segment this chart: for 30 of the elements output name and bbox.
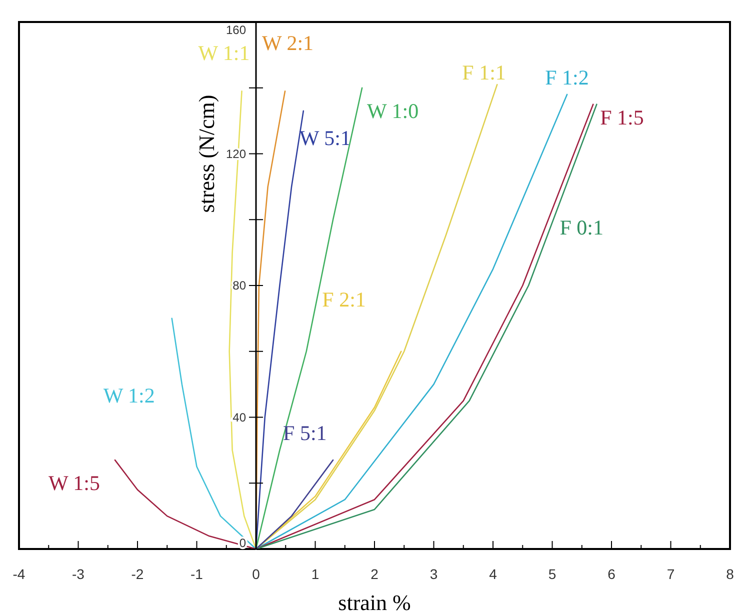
y-tick-label: 160 [226, 23, 246, 38]
x-tick-label: -2 [131, 566, 144, 582]
series-label: W 1:0 [367, 98, 419, 123]
x-tick-label: 2 [370, 566, 379, 582]
x-tick-label: 5 [548, 566, 556, 582]
series-label: F 1:1 [462, 60, 506, 85]
text: W 2:1 [262, 31, 314, 56]
x-tick-label: 8 [726, 566, 734, 582]
series-label: W 1:5 [48, 471, 100, 496]
series-label: F 0:1 [560, 215, 604, 240]
x-tick-label: 4 [489, 566, 498, 582]
y-tick-label: 80 [232, 278, 246, 293]
x-tick-label: -1 [190, 566, 204, 582]
series-label: W 5:1 [299, 126, 351, 150]
series-label: W 1:1 [198, 41, 250, 66]
x-tick-label: 6 [608, 566, 616, 582]
x-tick-label: 3 [430, 566, 438, 582]
y-tick-label: 40 [232, 410, 246, 424]
x-tick-label: 7 [666, 566, 675, 582]
x-tick-label: -3 [72, 566, 85, 582]
series-label: F 1:2 [545, 65, 589, 90]
x-tick-label: -4 [12, 566, 26, 582]
series-label: W 1:2 [103, 383, 155, 408]
text: F 2:1 [322, 287, 366, 312]
x-tick-label: 0 [252, 566, 260, 582]
series-label: F 1:5 [600, 105, 644, 130]
series-label: F 5:1 [283, 421, 327, 446]
x-axis-title: strain % [338, 590, 411, 615]
y-axis-title: stress (N/cm) [194, 94, 219, 213]
x-tick-label: 1 [311, 566, 320, 582]
